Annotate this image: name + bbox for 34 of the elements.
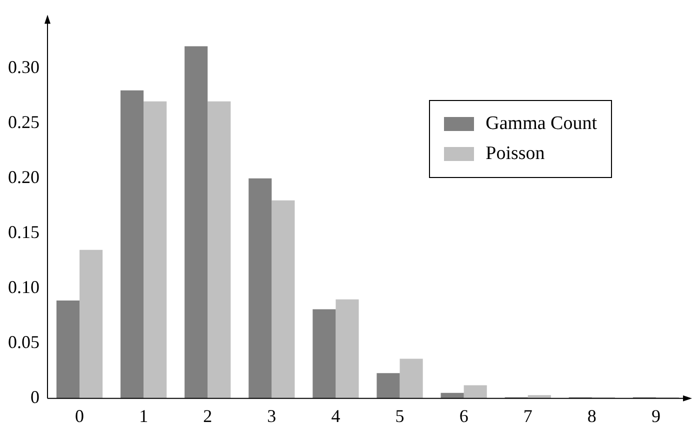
bar <box>528 395 551 398</box>
y-tick-label: 0 <box>30 387 40 408</box>
y-tick-label: 0.05 <box>8 332 40 352</box>
x-tick-label: 9 <box>651 406 660 426</box>
bar <box>272 200 295 398</box>
x-tick-label: 1 <box>139 406 148 426</box>
bar <box>336 299 359 398</box>
bar <box>80 250 103 398</box>
bar <box>144 101 167 398</box>
bar <box>376 373 400 398</box>
x-tick-label: 4 <box>331 406 340 426</box>
y-tick-label: 0.10 <box>8 277 40 298</box>
bar <box>184 46 208 398</box>
x-tick-label: 6 <box>459 406 468 426</box>
x-tick-label: 0 <box>75 406 84 426</box>
x-tick-label: 2 <box>203 406 212 426</box>
bar <box>120 90 144 398</box>
x-tick-label: 5 <box>395 406 404 426</box>
legend-label: Poisson <box>486 143 545 165</box>
bar <box>208 101 231 398</box>
x-tick-label: 8 <box>587 406 596 426</box>
bar <box>400 358 423 398</box>
bar <box>312 309 336 398</box>
bar <box>56 300 80 398</box>
bar <box>248 178 272 398</box>
y-tick-label: 0.20 <box>8 167 40 188</box>
x-tick-label: 3 <box>267 406 276 426</box>
x-tick-label: 7 <box>523 406 532 426</box>
y-tick-label: 0.15 <box>8 222 40 242</box>
bar <box>440 392 464 398</box>
y-tick-label: 0.30 <box>8 57 40 78</box>
bar <box>464 385 487 398</box>
legend-label: Gamma Count <box>486 113 597 135</box>
y-tick-label: 0.25 <box>8 112 40 132</box>
